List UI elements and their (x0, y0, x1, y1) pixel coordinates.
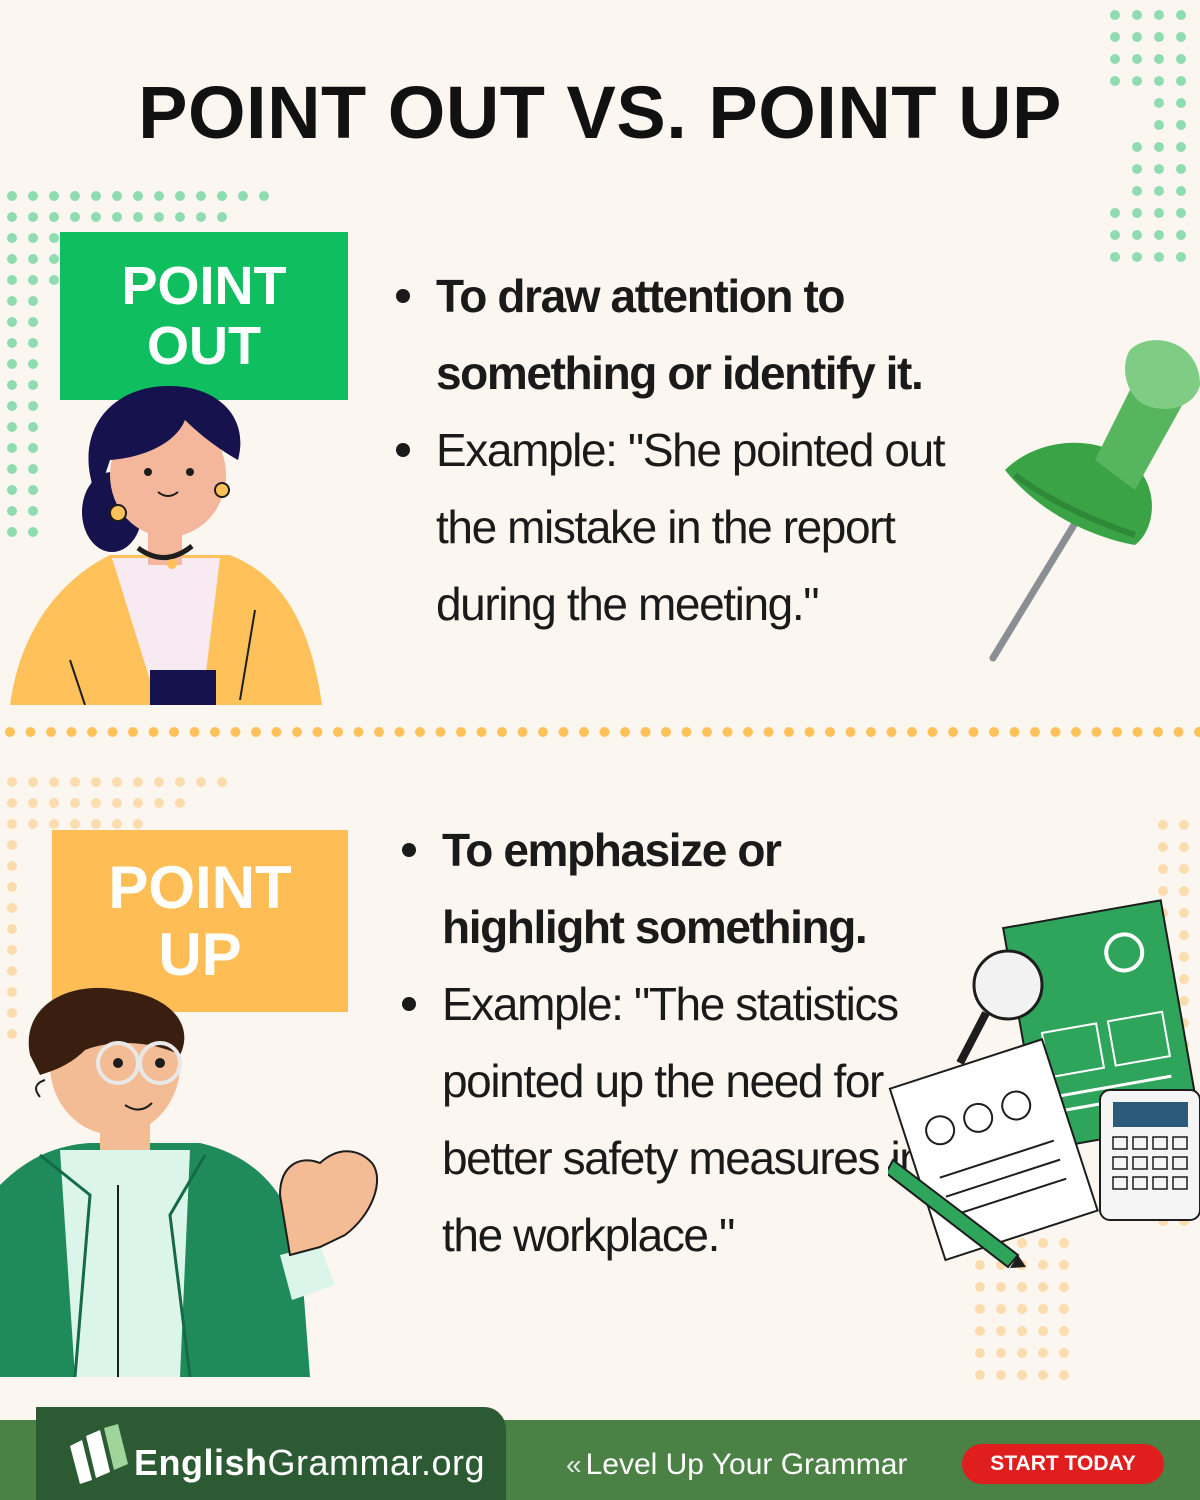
slogan-text: Level Up Your Grammar (585, 1448, 908, 1481)
brand-name-bold: English (134, 1442, 268, 1483)
point-out-example: Example: "She pointed out the mistake in… (396, 412, 998, 643)
chevron-left-double-icon: « (566, 1449, 582, 1480)
point-out-bullets: To draw attention to something or identi… (396, 258, 998, 643)
point-up-example: Example: "The statistics pointed up the … (402, 966, 925, 1274)
section-divider (5, 727, 1200, 737)
label-point-up-line1: POINT (108, 853, 292, 921)
label-point-up: POINT UP (52, 830, 348, 1012)
man-illustration (0, 987, 379, 1377)
point-up-bullets: To emphasize or highlight something. Exa… (402, 812, 925, 1274)
woman-illustration (10, 385, 322, 705)
page-title: POINT OUT VS. POINT UP (138, 71, 1062, 154)
documents-calculator-icon (888, 899, 1200, 1269)
label-point-out-line2: OUT (146, 316, 261, 376)
brand-name-light: Grammar.org (267, 1442, 486, 1483)
book-logo-icon (70, 1424, 128, 1484)
label-point-up-line2: UP (158, 921, 242, 988)
brand-logo-text[interactable]: EnglishGrammar.org (134, 1442, 485, 1484)
label-point-out-line1: POINT (121, 255, 287, 316)
point-up-definition: To emphasize or highlight something. (402, 812, 924, 966)
point-out-definition: To draw attention to something or identi… (396, 258, 998, 412)
start-today-button[interactable]: START TODAY (962, 1444, 1164, 1484)
push-pin-icon (989, 340, 1200, 662)
footer-slogan: «Level Up Your Grammar (566, 1448, 907, 1482)
label-point-out: POINT OUT (60, 232, 348, 400)
